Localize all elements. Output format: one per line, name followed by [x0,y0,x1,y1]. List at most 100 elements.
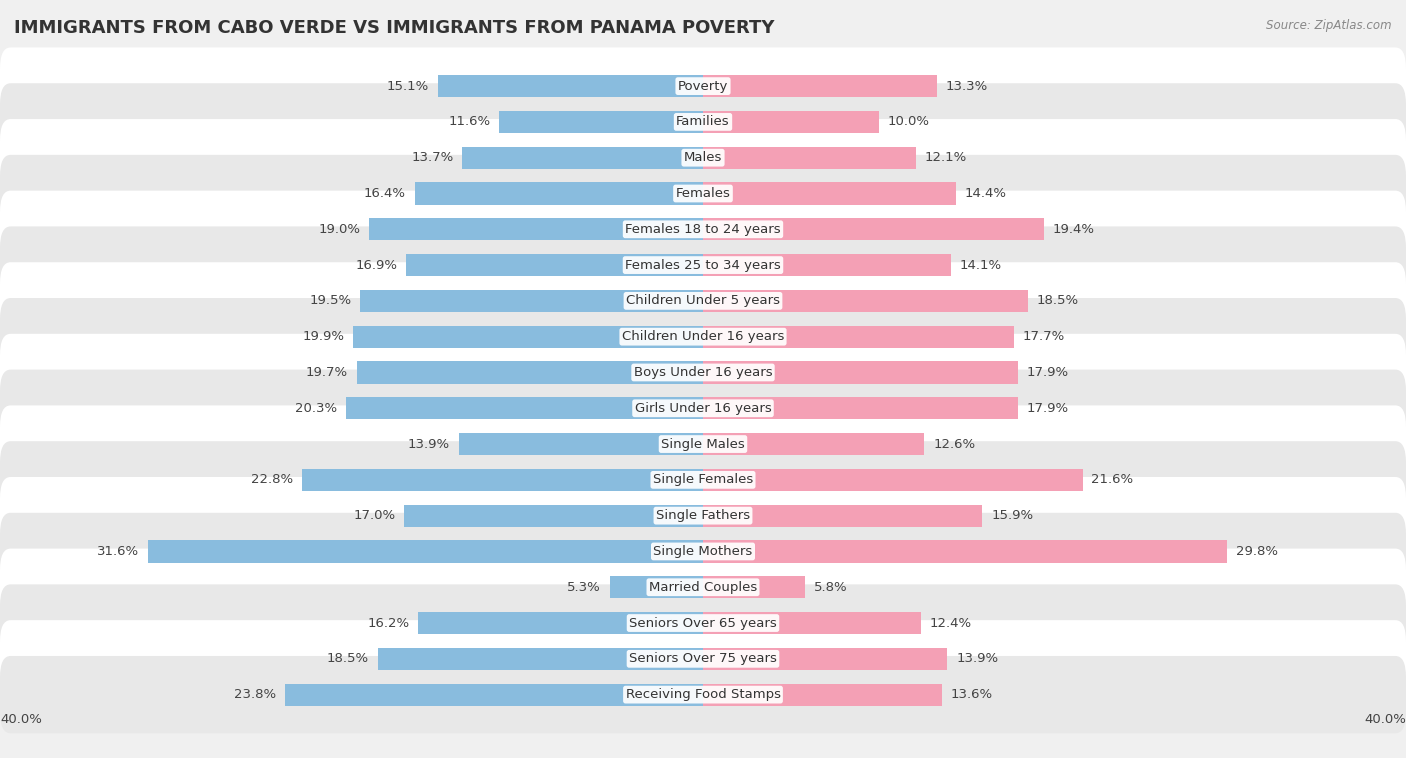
Text: Females: Females [675,187,731,200]
Text: 5.3%: 5.3% [567,581,602,594]
Text: 13.7%: 13.7% [411,151,454,164]
FancyBboxPatch shape [0,119,1406,196]
Text: Males: Males [683,151,723,164]
Bar [357,362,703,384]
FancyBboxPatch shape [0,370,1406,447]
Text: 15.9%: 15.9% [991,509,1033,522]
Bar [703,433,925,455]
Text: 12.4%: 12.4% [929,616,972,630]
Text: 40.0%: 40.0% [1364,713,1406,725]
Text: 17.0%: 17.0% [353,509,395,522]
Text: 31.6%: 31.6% [97,545,139,558]
Bar [703,505,983,527]
Text: 16.9%: 16.9% [356,258,398,271]
Text: 17.9%: 17.9% [1026,366,1069,379]
Bar [148,540,703,562]
Text: IMMIGRANTS FROM CABO VERDE VS IMMIGRANTS FROM PANAMA POVERTY: IMMIGRANTS FROM CABO VERDE VS IMMIGRANTS… [14,19,775,37]
Bar [415,183,703,205]
Text: Receiving Food Stamps: Receiving Food Stamps [626,688,780,701]
Bar [703,326,1014,348]
Bar [302,468,703,491]
Bar [499,111,703,133]
Text: 19.4%: 19.4% [1053,223,1095,236]
Bar [703,218,1043,240]
Text: 19.7%: 19.7% [307,366,349,379]
Text: Poverty: Poverty [678,80,728,92]
FancyBboxPatch shape [0,334,1406,411]
FancyBboxPatch shape [0,477,1406,554]
Bar [419,612,703,634]
FancyBboxPatch shape [0,155,1406,232]
FancyBboxPatch shape [0,298,1406,375]
Text: Children Under 5 years: Children Under 5 years [626,294,780,308]
Bar [346,397,703,419]
Text: 16.4%: 16.4% [364,187,406,200]
Bar [703,648,948,670]
Text: 17.7%: 17.7% [1024,330,1066,343]
Bar [405,505,703,527]
Text: Single Fathers: Single Fathers [657,509,749,522]
FancyBboxPatch shape [0,406,1406,483]
Text: Seniors Over 65 years: Seniors Over 65 years [628,616,778,630]
Bar [360,290,703,312]
Text: Seniors Over 75 years: Seniors Over 75 years [628,653,778,666]
Text: 19.0%: 19.0% [318,223,360,236]
Text: 13.3%: 13.3% [945,80,988,92]
Text: 21.6%: 21.6% [1091,473,1133,487]
Text: 20.3%: 20.3% [295,402,337,415]
Bar [406,254,703,276]
Text: Females 25 to 34 years: Females 25 to 34 years [626,258,780,271]
Text: 13.9%: 13.9% [408,437,450,450]
Bar [437,75,703,97]
Bar [703,290,1028,312]
Bar [703,75,936,97]
Bar [463,146,703,169]
Text: Families: Families [676,115,730,128]
Text: 23.8%: 23.8% [233,688,276,701]
Bar [703,468,1083,491]
Bar [703,146,915,169]
Bar [703,183,956,205]
Text: Married Couples: Married Couples [650,581,756,594]
Text: Boys Under 16 years: Boys Under 16 years [634,366,772,379]
Text: Single Males: Single Males [661,437,745,450]
Text: Females 18 to 24 years: Females 18 to 24 years [626,223,780,236]
FancyBboxPatch shape [0,191,1406,268]
Text: 18.5%: 18.5% [328,653,368,666]
FancyBboxPatch shape [0,656,1406,733]
Text: 13.9%: 13.9% [956,653,998,666]
Text: Girls Under 16 years: Girls Under 16 years [634,402,772,415]
Text: 18.5%: 18.5% [1038,294,1078,308]
Bar [368,218,703,240]
Text: 15.1%: 15.1% [387,80,429,92]
FancyBboxPatch shape [0,549,1406,626]
Text: Single Mothers: Single Mothers [654,545,752,558]
Text: 12.1%: 12.1% [925,151,967,164]
Bar [703,684,942,706]
Bar [703,362,1018,384]
FancyBboxPatch shape [0,584,1406,662]
Text: 14.1%: 14.1% [960,258,1001,271]
Text: Single Females: Single Females [652,473,754,487]
Bar [703,540,1227,562]
Bar [285,684,703,706]
Text: 14.4%: 14.4% [965,187,1007,200]
Text: 10.0%: 10.0% [887,115,929,128]
Bar [703,254,950,276]
Text: 12.6%: 12.6% [934,437,976,450]
FancyBboxPatch shape [0,227,1406,304]
Text: Children Under 16 years: Children Under 16 years [621,330,785,343]
Text: 19.5%: 19.5% [309,294,352,308]
Bar [703,612,921,634]
FancyBboxPatch shape [0,620,1406,697]
FancyBboxPatch shape [0,262,1406,340]
Text: Source: ZipAtlas.com: Source: ZipAtlas.com [1267,19,1392,32]
Text: 16.2%: 16.2% [367,616,409,630]
Text: 11.6%: 11.6% [449,115,491,128]
Bar [610,576,703,598]
Text: 17.9%: 17.9% [1026,402,1069,415]
Text: 13.6%: 13.6% [950,688,993,701]
Bar [703,397,1018,419]
FancyBboxPatch shape [0,441,1406,518]
Text: 5.8%: 5.8% [814,581,848,594]
